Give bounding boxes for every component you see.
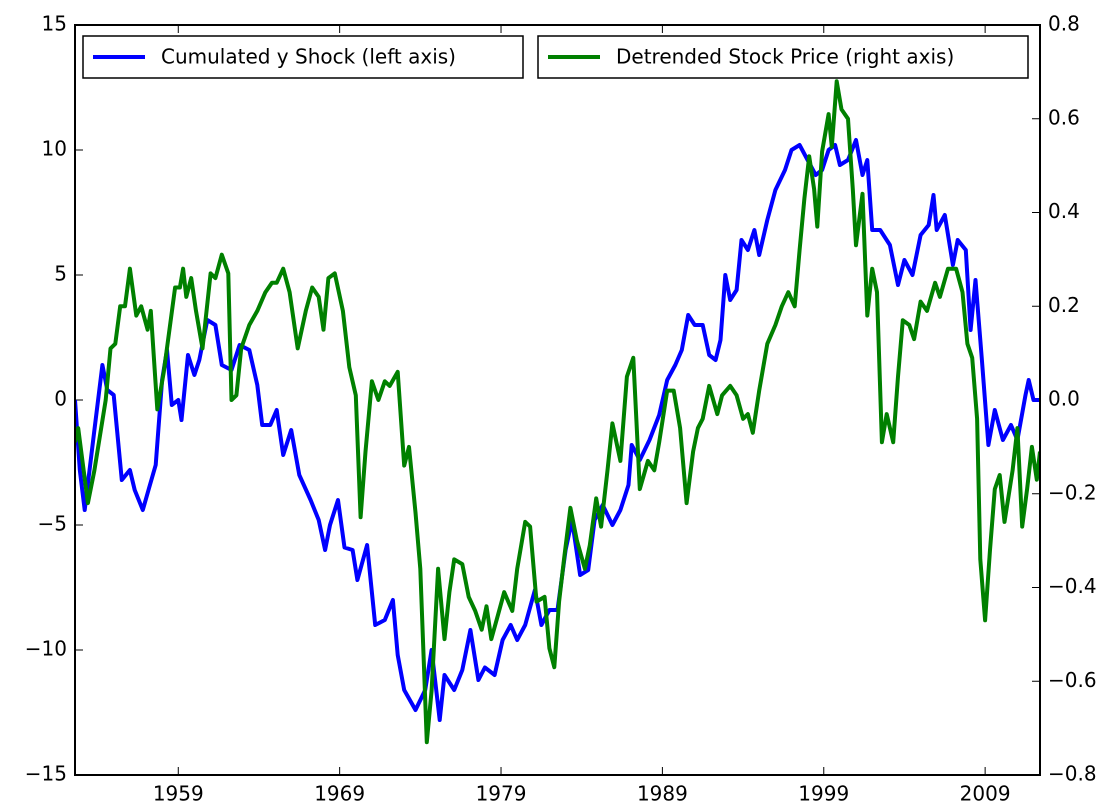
x-tick-label: 1959 [153,782,204,806]
x-tick-label: 1979 [476,782,527,806]
x-tick-label: 1999 [798,782,849,806]
y2-tick-label: 0.0 [1048,387,1080,411]
y2-tick-label: 0.2 [1048,293,1080,317]
y-tick-label: −5 [38,512,67,536]
x-tick-label: 1969 [314,782,365,806]
y2-tick-label: −0.4 [1048,574,1097,598]
y2-tick-label: 0.4 [1048,199,1080,223]
y-tick-label: 0 [54,387,67,411]
y2-tick-label: 0.8 [1048,12,1080,36]
legend-box [82,35,524,79]
x-tick-label: 2009 [960,782,1011,806]
y-tick-label: −15 [25,762,67,786]
y-tick-label: 15 [42,12,67,36]
line-series [75,79,1040,745]
plot-frame [74,24,1041,776]
y-tick-label: −10 [25,637,67,661]
y2-tick-label: −0.2 [1048,480,1097,504]
y-tick-label: 10 [42,137,67,161]
x-tick-label: 1989 [637,782,688,806]
legend-box [537,35,1029,79]
y2-tick-label: −0.6 [1048,668,1097,692]
legend-label: Cumulated y Shock (left axis) [161,45,456,69]
legend-label: Detrended Stock Price (right axis) [616,45,954,69]
y2-tick-label: −0.8 [1048,762,1097,786]
y-tick-label: 5 [54,262,67,286]
y2-tick-label: 0.6 [1048,105,1080,129]
